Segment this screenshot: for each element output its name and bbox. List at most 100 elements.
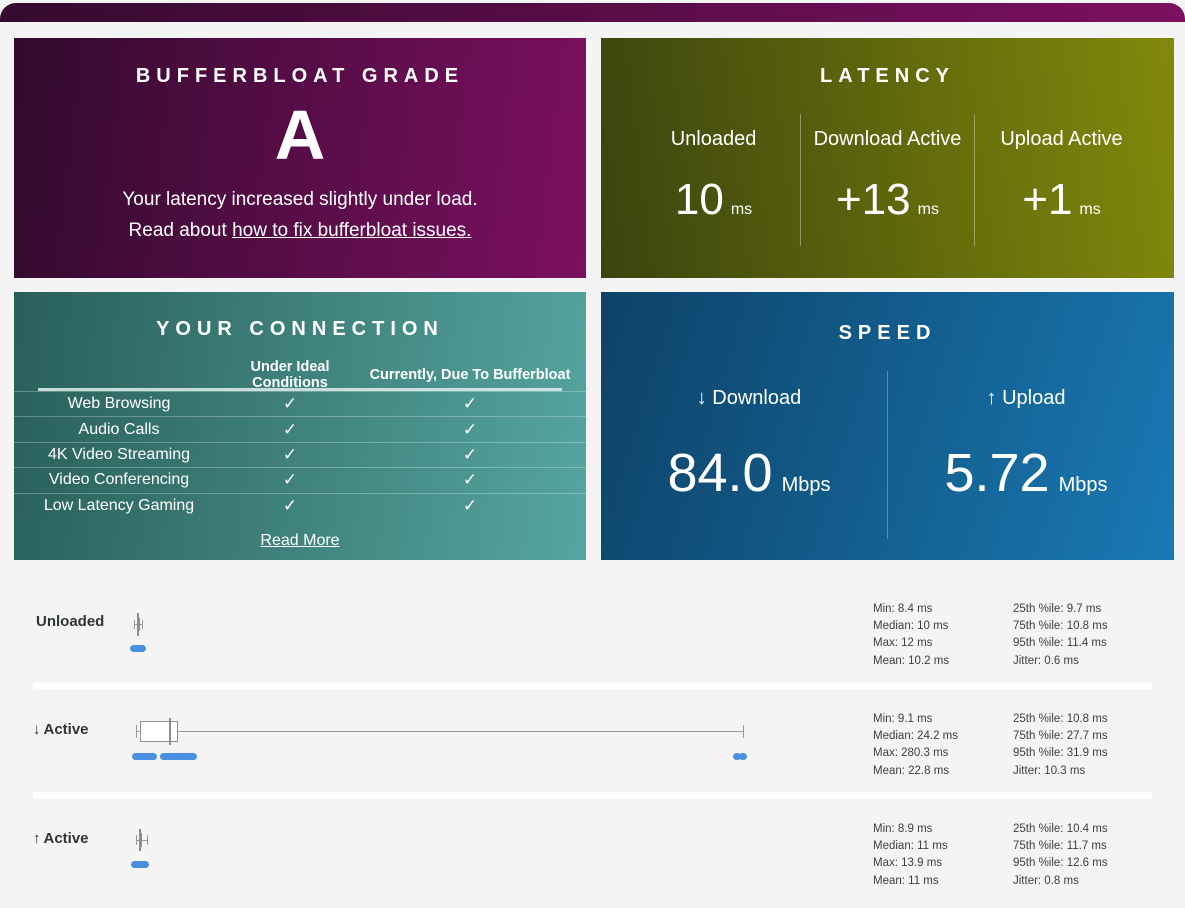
check-icon: ✓ bbox=[282, 444, 298, 464]
latency-sample-cluster bbox=[131, 752, 157, 760]
connection-card-title: YOUR CONNECTION bbox=[156, 318, 444, 340]
upload-arrow-icon: ↑ bbox=[986, 387, 997, 409]
conn-row-4k-video: 4K Video Streaming ✓ ✓ bbox=[14, 441, 586, 467]
speed-upload-value: 5.72 bbox=[944, 443, 1050, 503]
speed-download-unit: Mbps bbox=[781, 474, 831, 496]
stat-line: 95th %ile: 12.6 ms bbox=[1013, 857, 1108, 870]
speed-card-title: SPEED bbox=[838, 322, 937, 344]
median-line bbox=[139, 829, 142, 851]
stat-line: Max: 12 ms bbox=[873, 637, 933, 650]
latency-unloaded-label: Unloaded bbox=[670, 128, 757, 150]
stat-line: Min: 9.1 ms bbox=[873, 713, 933, 725]
check-icon: ✓ bbox=[462, 394, 478, 414]
speed-upload-label: Upload bbox=[1002, 387, 1066, 409]
row-label-upload-active: ↑ Active bbox=[33, 830, 89, 847]
row-separator bbox=[33, 792, 1152, 799]
whisker-line bbox=[135, 731, 744, 732]
stat-line: Median: 11 ms bbox=[873, 840, 948, 853]
top-accent-bar bbox=[0, 3, 1185, 22]
read-more-link[interactable]: Read More bbox=[260, 531, 340, 549]
latency-download-value: +13 bbox=[836, 175, 911, 224]
check-icon: ✓ bbox=[282, 495, 298, 515]
conn-row-web-browsing: Web Browsing ✓ ✓ bbox=[14, 391, 586, 416]
unloaded-stats-right: 25th %ile: 9.7 ms 75th %ile: 10.8 ms 95t… bbox=[1013, 601, 1108, 670]
stat-line: 25th %ile: 10.8 ms bbox=[1013, 713, 1108, 725]
speed-card: SPEED ↓ Download 84.0 Mbps ↑ Upload 5.72… bbox=[601, 292, 1174, 560]
whisker-cap-min bbox=[135, 724, 137, 738]
whisker-cap-max bbox=[146, 835, 148, 845]
check-icon: ✓ bbox=[282, 419, 298, 439]
whisker-cap-max bbox=[743, 724, 745, 738]
latency-download-unit: ms bbox=[917, 201, 939, 218]
latency-upload-unit: ms bbox=[1079, 201, 1101, 218]
bufferbloat-grade-card: BUFFERBLOAT GRADE A Your latency increas… bbox=[14, 38, 586, 278]
your-connection-card: YOUR CONNECTION Under Ideal Conditions C… bbox=[14, 292, 586, 560]
stat-line: Mean: 22.8 ms bbox=[873, 764, 950, 777]
conn-header-currently: Currently, Due To Bufferbloat bbox=[369, 367, 571, 383]
latency-sample-cluster bbox=[159, 752, 198, 760]
row-label-download-active: ↓ Active bbox=[33, 721, 89, 738]
latency-card-title: LATENCY bbox=[820, 65, 955, 87]
stat-line: Jitter: 0.6 ms bbox=[1013, 654, 1079, 667]
stat-line: 75th %ile: 10.8 ms bbox=[1013, 620, 1108, 633]
median-line bbox=[168, 717, 171, 745]
fix-bufferbloat-link[interactable]: how to fix bufferbloat issues. bbox=[232, 220, 472, 241]
speed-upload-unit: Mbps bbox=[1058, 474, 1108, 496]
latency-unloaded-value: 10 bbox=[674, 175, 724, 224]
conn-row-label: 4K Video Streaming bbox=[47, 445, 190, 463]
grade-card-title: BUFFERBLOAT GRADE bbox=[135, 65, 465, 87]
conn-row-audio-calls: Audio Calls ✓ ✓ bbox=[14, 416, 586, 441]
stat-line: Median: 10 ms bbox=[873, 620, 949, 633]
conn-row-label: Low Latency Gaming bbox=[43, 496, 195, 514]
speed-download-value: 84.0 bbox=[667, 443, 773, 503]
latency-upload-label: Upload Active bbox=[1000, 128, 1123, 150]
latency-download-label: Download Active bbox=[813, 128, 962, 150]
stat-line: 75th %ile: 27.7 ms bbox=[1013, 730, 1108, 743]
stat-line: Mean: 11 ms bbox=[873, 874, 939, 887]
latency-outlier-dot bbox=[739, 752, 748, 760]
latency-card: LATENCY Unloaded 10 ms Download Active +… bbox=[601, 38, 1174, 278]
check-icon: ✓ bbox=[462, 419, 478, 439]
speed-upload-column: ↑ Upload 5.72 Mbps bbox=[887, 371, 1164, 539]
conn-row-low-latency-gaming: Low Latency Gaming ✓ ✓ bbox=[14, 492, 586, 518]
stat-line: 25th %ile: 10.4 ms bbox=[1013, 823, 1108, 835]
latency-unloaded-column: Unloaded 10 ms bbox=[627, 114, 800, 246]
conn-row-label: Video Conferencing bbox=[48, 471, 190, 489]
conn-row-label: Web Browsing bbox=[67, 395, 171, 413]
stat-line: Jitter: 10.3 ms bbox=[1013, 764, 1086, 777]
conn-header-ideal: Under Ideal Conditions bbox=[250, 359, 330, 391]
row-label-unloaded: Unloaded bbox=[36, 613, 105, 630]
stat-line: Min: 8.4 ms bbox=[873, 603, 933, 615]
stat-line: Min: 8.9 ms bbox=[873, 823, 933, 835]
check-icon: ✓ bbox=[462, 495, 478, 515]
conn-row-label: Audio Calls bbox=[78, 420, 160, 438]
row-separator bbox=[33, 683, 1152, 690]
whisker-cap-min bbox=[134, 619, 136, 629]
iqr-box bbox=[139, 720, 178, 742]
latency-upload-column: Upload Active +1 ms bbox=[974, 114, 1148, 246]
grade-description: Your latency increased slightly under lo… bbox=[122, 189, 478, 210]
grade-read-about-line: Read about how to fix bufferbloat issues… bbox=[14, 215, 586, 246]
upload-stats-left: Min: 8.9 ms Median: 11 ms Max: 13.9 ms M… bbox=[873, 821, 948, 890]
stat-line: Max: 280.3 ms bbox=[873, 747, 949, 760]
conn-header-underline bbox=[38, 388, 562, 391]
whisker-cap-min bbox=[135, 835, 137, 845]
upload-stats-right: 25th %ile: 10.4 ms 75th %ile: 11.7 ms 95… bbox=[1013, 821, 1108, 890]
unloaded-stats-left: Min: 8.4 ms Median: 10 ms Max: 12 ms Mea… bbox=[873, 601, 949, 670]
stat-line: Mean: 10.2 ms bbox=[873, 654, 950, 667]
up-arrow-icon: ↑ bbox=[33, 830, 41, 847]
down-arrow-icon: ↓ bbox=[33, 721, 41, 738]
download-stats-left: Min: 9.1 ms Median: 24.2 ms Max: 280.3 m… bbox=[873, 711, 958, 780]
check-icon: ✓ bbox=[462, 470, 478, 490]
stat-line: 25th %ile: 9.7 ms bbox=[1013, 603, 1102, 615]
latency-download-column: Download Active +13 ms bbox=[800, 114, 974, 246]
download-stats-right: 25th %ile: 10.8 ms 75th %ile: 27.7 ms 95… bbox=[1013, 711, 1108, 780]
check-icon: ✓ bbox=[282, 394, 298, 414]
stat-line: 95th %ile: 11.4 ms bbox=[1013, 637, 1107, 650]
stat-line: Jitter: 0.8 ms bbox=[1013, 874, 1079, 887]
latency-sample-cluster bbox=[131, 860, 149, 868]
latency-unloaded-unit: ms bbox=[730, 201, 753, 218]
median-line bbox=[136, 612, 139, 636]
speed-download-label: Download bbox=[712, 387, 802, 409]
stat-line: 95th %ile: 31.9 ms bbox=[1013, 747, 1108, 760]
